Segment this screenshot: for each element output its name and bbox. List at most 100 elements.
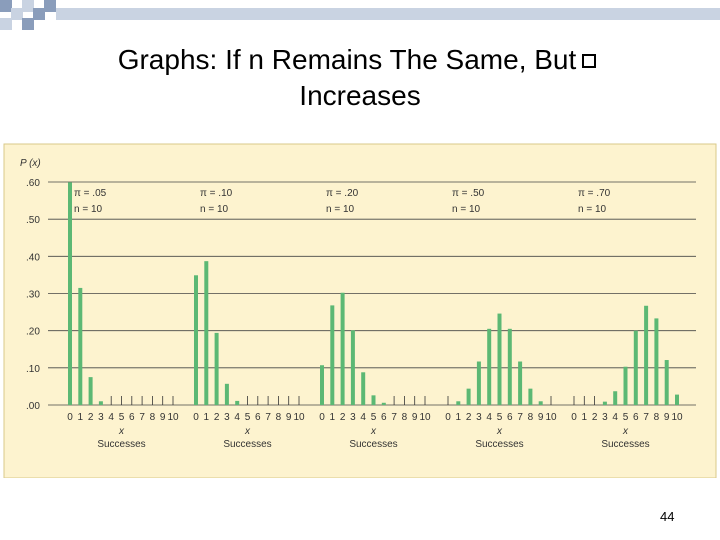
pi-annotation: π = .50 [452,188,485,199]
bar [518,361,523,405]
x-tick-label: 5 [119,412,125,423]
bar [633,330,638,405]
bar [194,275,198,405]
panel-1: π = .05 n = 10 0 1 2 3 4 5 6 7 8 9 10 x Successes [67,182,179,450]
bar [330,305,335,405]
deco-square [22,18,34,30]
x-tick-label: 7 [643,412,649,423]
bar [381,402,386,405]
x-tick-label: 8 [402,412,408,423]
x-tick-label: 10 [293,412,305,423]
x-tick-label: 10 [419,412,431,423]
bar [466,388,471,405]
bar [497,313,502,405]
page-number: 44 [660,509,675,524]
x-tick-label: 4 [108,412,114,423]
x-tick-label: 4 [486,412,492,423]
x-tick-label: 8 [654,412,660,423]
y-tick-label: .60 [26,178,40,189]
y-tick-label: .30 [26,290,40,301]
pi-annotation: π = .05 [74,188,107,199]
bar [371,395,376,405]
bar [654,318,659,405]
x-axis-caption: Successes [223,439,271,450]
title-line-1: Graphs: If n Remains The Same, But [117,44,577,75]
x-axis-caption: Successes [475,439,523,450]
bar [235,400,240,405]
pi-annotation: π = .70 [578,188,611,199]
x-tick-label: 7 [517,412,523,423]
x-tick-label: 3 [224,412,230,423]
bar [476,361,481,405]
y-tick-label: .50 [26,215,40,226]
x-tick-label: 10 [671,412,683,423]
x-tick-label: 9 [412,412,418,423]
x-tick-label: 6 [381,412,387,423]
x-tick-label: 9 [664,412,670,423]
x-axis-label: x [118,426,125,437]
bar [361,372,366,405]
y-tick-label: .20 [26,327,40,338]
x-tick-label: 5 [245,412,251,423]
y-tick-label: .40 [26,252,40,263]
x-tick-label: 8 [528,412,534,423]
x-tick-label: 3 [476,412,482,423]
x-tick-label: 1 [78,412,84,423]
x-tick-label: 10 [545,412,557,423]
x-axis-caption: Successes [601,439,649,450]
bar [538,401,543,405]
x-tick-label: 9 [538,412,544,423]
y-tick-label: .10 [26,364,40,375]
bar [675,394,679,405]
x-tick-label: 5 [371,412,377,423]
x-tick-label: 7 [265,412,271,423]
bar [456,401,461,405]
x-tick-label: 1 [330,412,336,423]
x-tick-label: 7 [139,412,145,423]
bar [507,328,512,405]
slide-title: Graphs: If n Remains The Same, But Incre… [0,42,720,114]
x-tick-label: 1 [582,412,588,423]
deco-square [22,0,34,12]
deco-square [0,18,12,30]
deco-square [33,8,45,20]
bar [487,328,492,405]
n-annotation: n = 10 [578,204,607,215]
x-axis-caption: Successes [349,439,397,450]
y-tick-label: .00 [26,401,40,412]
bar [528,388,533,405]
x-tick-label: 6 [633,412,639,423]
x-tick-label: 0 [445,412,451,423]
bullet-square-icon [582,53,597,68]
x-tick-label: 9 [286,412,292,423]
panel-4: π = .50 n = 10 0 1 2 3 4 5 6 7 8 9 10 x Successes [445,188,557,450]
bar [98,401,103,405]
x-tick-label: 2 [466,412,472,423]
binomial-distribution-chart: P (x) .00 .10 .20 .30 .40 .50 .60 π = .05 n = 10 0… [3,143,717,479]
chart-background [3,143,717,479]
deco-square [11,8,23,20]
bar [644,305,649,405]
panel-3: π = .20 n = 10 0 1 2 3 4 5 6 7 8 9 10 x Successes [319,188,431,450]
x-tick-label: 6 [507,412,513,423]
x-axis-label: x [496,426,503,437]
x-tick-label: 5 [497,412,503,423]
bar [78,287,83,405]
x-tick-label: 10 [167,412,179,423]
x-tick-label: 0 [193,412,199,423]
bar [88,377,93,405]
bar [68,182,72,405]
bar [613,391,618,405]
x-axis-label: x [622,426,629,437]
x-tick-label: 0 [571,412,577,423]
x-tick-label: 2 [88,412,94,423]
x-tick-label: 2 [214,412,220,423]
x-tick-label: 4 [612,412,618,423]
x-tick-label: 7 [391,412,397,423]
x-tick-label: 8 [150,412,156,423]
n-annotation: n = 10 [452,204,481,215]
x-tick-label: 0 [319,412,325,423]
x-tick-label: 2 [592,412,598,423]
x-tick-label: 3 [350,412,356,423]
x-axis-label: x [370,426,377,437]
